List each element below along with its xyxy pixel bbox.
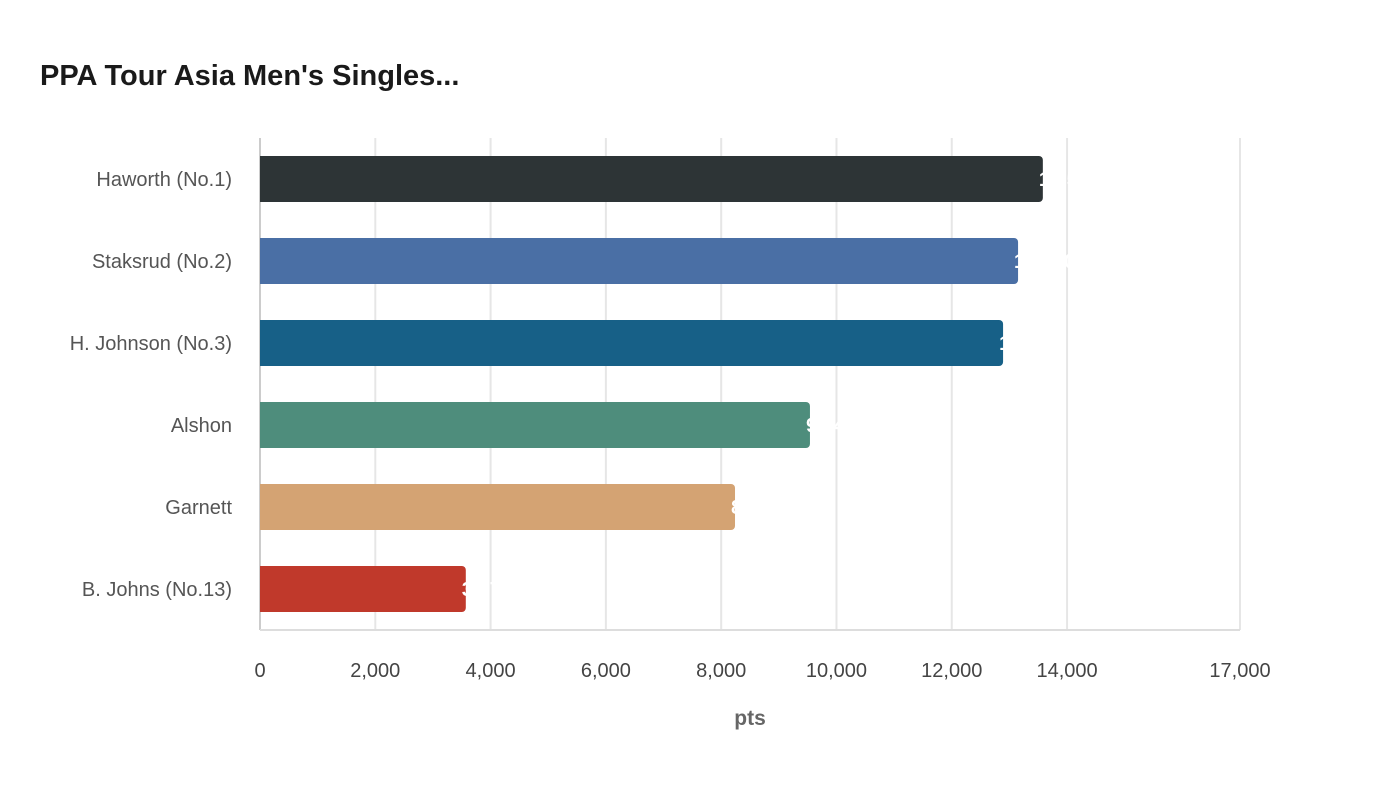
bar: [260, 402, 810, 448]
x-tick-label: 0: [254, 660, 265, 682]
x-tick-label: 4,000: [466, 660, 516, 682]
category-label: Staksrud (No.2): [92, 251, 232, 273]
x-axis-label: pts: [734, 707, 766, 730]
data-label: 13,150: [1014, 251, 1075, 273]
x-tick-label: 6,000: [581, 660, 631, 682]
category-label: Alshon: [171, 415, 232, 437]
x-tick-label: 8,000: [696, 660, 746, 682]
data-label: 12,890: [999, 333, 1060, 355]
bar: [260, 566, 466, 612]
x-tick-label: 14,000: [1036, 660, 1097, 682]
data-label: 13,580: [1039, 169, 1100, 191]
category-label: H. Johnson (No.3): [70, 333, 232, 355]
bar-left-edge: [260, 238, 266, 284]
bar-left-edge: [260, 402, 266, 448]
bar: [260, 238, 1019, 284]
bar-left-edge: [260, 320, 266, 366]
bar: [260, 156, 1043, 202]
x-tick-label: 2,000: [350, 660, 400, 682]
data-label: 8,240: [731, 497, 781, 519]
bar-left-edge: [260, 156, 266, 202]
category-label: B. Johns (No.13): [82, 579, 232, 601]
bar: [260, 484, 736, 530]
bar-left-edge: [260, 484, 266, 530]
data-label: 9,540: [806, 415, 856, 437]
x-tick-label: 17,000: [1209, 660, 1270, 682]
chart-title: PPA Tour Asia Men's Singles...: [40, 60, 460, 92]
x-tick-label: 10,000: [806, 660, 867, 682]
bar: [260, 320, 1004, 366]
x-tick-label: 12,000: [921, 660, 982, 682]
data-label: 3,570: [462, 579, 512, 601]
category-label: Haworth (No.1): [96, 169, 232, 191]
bar-left-edge: [260, 566, 266, 612]
category-label: Garnett: [165, 497, 232, 519]
